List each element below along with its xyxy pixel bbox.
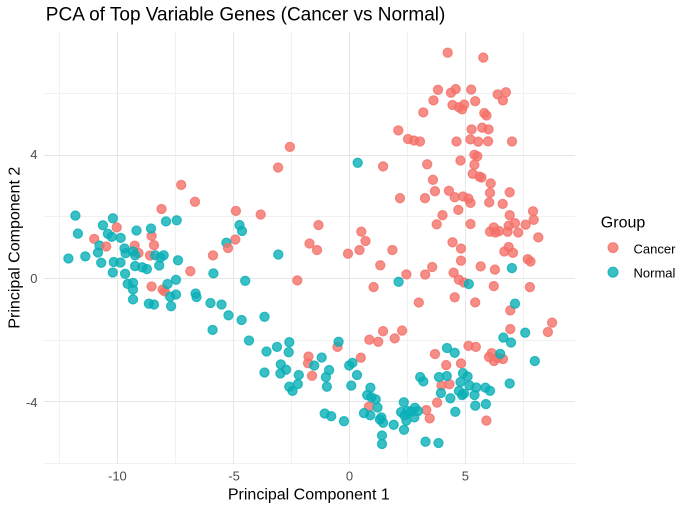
svg-text:0: 0 — [30, 271, 37, 286]
svg-text:4: 4 — [30, 147, 37, 162]
svg-text:Cancer: Cancer — [634, 241, 677, 256]
svg-text:Group: Group — [601, 215, 646, 232]
svg-text:Normal: Normal — [634, 266, 676, 281]
svg-text:Principal Component 1: Principal Component 1 — [228, 487, 390, 504]
svg-text:PCA of Top Variable Genes (Can: PCA of Top Variable Genes (Cancer vs Nor… — [46, 4, 446, 25]
svg-text:-10: -10 — [108, 469, 127, 484]
svg-text:-4: -4 — [26, 395, 38, 410]
svg-text:5: 5 — [462, 469, 469, 484]
svg-text:-5: -5 — [228, 469, 240, 484]
svg-text:Principal Component 2: Principal Component 2 — [7, 167, 24, 329]
svg-text:0: 0 — [346, 469, 353, 484]
